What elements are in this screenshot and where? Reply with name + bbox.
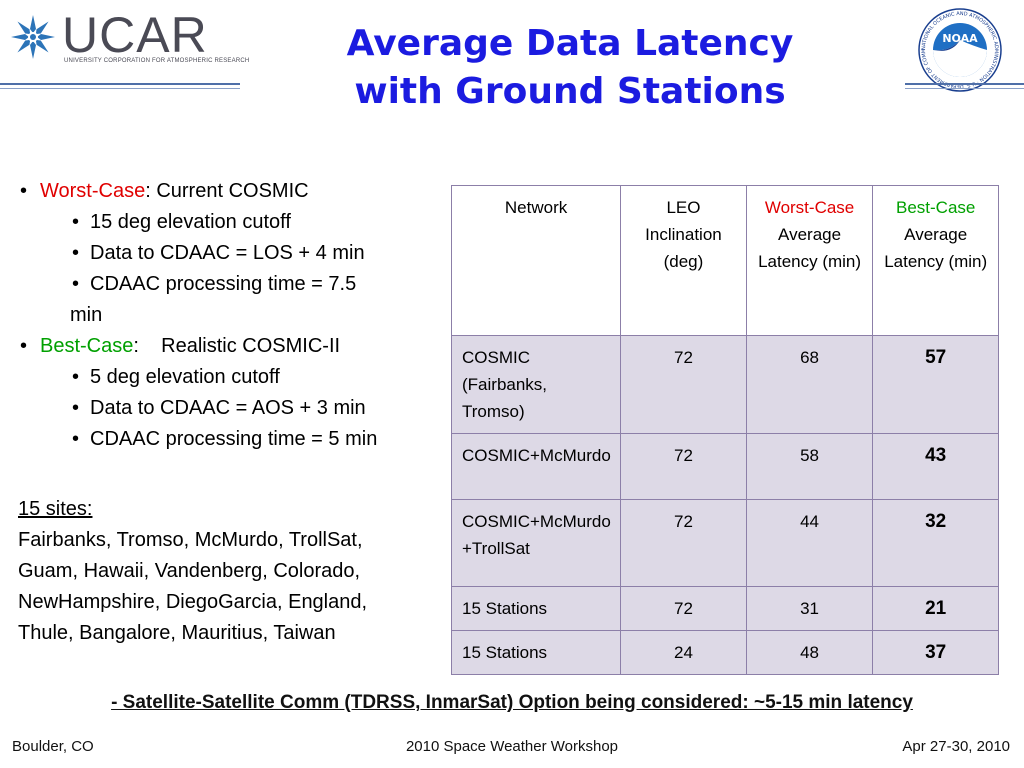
header-rule-right-thin	[905, 88, 1024, 89]
noaa-text: NOAA	[942, 32, 978, 45]
cell-best: 32	[872, 499, 999, 587]
table-row: COSMIC+McMurdo+TrollSat 72 44 32	[450, 499, 999, 587]
table-row: 15 Stations 72 31 21	[450, 586, 999, 631]
sub-bullet: CDAAC processing time = 5 min	[18, 424, 438, 455]
sub-bullet: 15 deg elevation cutoff	[18, 207, 438, 238]
ucar-wordmark: UCAR	[62, 7, 208, 63]
footer-event: 2010 Space Weather Workshop	[405, 738, 619, 755]
slide-title: Average Data Latency with Ground Station…	[280, 20, 860, 116]
cell-best: 57	[872, 335, 999, 434]
title-line-2: with Ground Stations	[354, 71, 786, 112]
cell-inclination: 24	[620, 630, 747, 675]
bullet-best-case: Best-Case: Realistic COSMIC-II	[18, 331, 438, 362]
cell-best: 37	[872, 630, 999, 675]
cell-network: COSMIC+McMurdo	[450, 433, 622, 500]
latency-table: Network LEO Inclination (deg) Worst-Case…	[450, 185, 999, 675]
bullet-list: Worst-Case: Current COSMIC 15 deg elevat…	[18, 176, 438, 455]
header-best-colored: Best-Case	[895, 198, 976, 217]
table-row: COSMIC+McMurdo 72 58 43	[450, 433, 999, 500]
header-inclination: LEO Inclination (deg)	[620, 185, 747, 336]
header-worst-colored: Worst-Case	[764, 198, 855, 217]
header-worst-rest: Average Latency (min)	[758, 225, 862, 271]
noaa-logo-icon: NATIONAL OCEANIC AND ATMOSPHERIC ADMINIS…	[918, 8, 1002, 92]
cell-worst: 31	[745, 586, 874, 631]
cell-best: 43	[872, 433, 999, 500]
cell-inclination: 72	[620, 586, 747, 631]
sub-bullet: 5 deg elevation cutoff	[18, 362, 438, 393]
table-row: COSMIC (Fairbanks, Tromso) 72 68 57	[450, 335, 999, 434]
cell-network: 15 Stations	[450, 586, 622, 631]
header-rule-left-thin	[0, 88, 240, 89]
worst-case-label: Worst-Case	[40, 180, 146, 202]
satellite-note: - Satellite-Satellite Comm (TDRSS, Inmar…	[111, 692, 913, 713]
sites-line: Guam, Hawaii, Vandenberg, Colorado,	[18, 560, 361, 582]
ucar-logo: UCAR UNIVERSITY CORPORATION FOR ATMOSPHE…	[10, 7, 249, 70]
cell-worst: 68	[745, 335, 874, 434]
ucar-subtitle: UNIVERSITY CORPORATION FOR ATMOSPHERIC R…	[64, 58, 250, 64]
sites-block: 15 sites: Fairbanks, Tromso, McMurdo, Tr…	[18, 494, 438, 649]
worst-case-text: : Current COSMIC	[145, 180, 309, 202]
table-row: 15 Stations 24 48 37	[450, 630, 999, 675]
sites-line: Fairbanks, Tromso, McMurdo, TrollSat,	[18, 529, 363, 551]
cell-network: COSMIC+McMurdo+TrollSat	[450, 499, 622, 587]
best-case-label: Best-Case	[40, 335, 134, 357]
sub-bullet: Data to CDAAC = AOS + 3 min	[18, 393, 438, 424]
ucar-star-icon	[11, 15, 55, 59]
cell-worst: 44	[745, 499, 874, 587]
table-header-row: Network LEO Inclination (deg) Worst-Case…	[450, 185, 999, 336]
cell-worst: 58	[745, 433, 874, 500]
header-rule-left	[0, 83, 240, 85]
sites-heading: 15 sites:	[18, 498, 93, 520]
header-network: Network	[450, 185, 622, 336]
cell-inclination: 72	[620, 335, 747, 434]
title-line-1: Average Data Latency	[346, 23, 794, 64]
sub-bullet: Data to CDAAC = LOS + 4 min	[18, 238, 438, 269]
sites-line: Thule, Bangalore, Mauritius, Taiwan	[18, 622, 336, 644]
header-best-rest: Average Latency (min)	[884, 225, 988, 271]
best-case-text: : Realistic COSMIC-II	[133, 335, 341, 357]
cell-worst: 48	[745, 630, 874, 675]
cell-inclination: 72	[620, 433, 747, 500]
cell-network: COSMIC (Fairbanks, Tromso)	[450, 335, 622, 434]
cell-best: 21	[872, 586, 999, 631]
cell-network: 15 Stations	[450, 630, 622, 675]
header-worst-case: Worst-Case Average Latency (min)	[745, 185, 874, 336]
bullet-worst-case: Worst-Case: Current COSMIC	[18, 176, 438, 207]
header-best-case: Best-Case Average Latency (min)	[872, 185, 999, 336]
sub-bullet-continuation: min	[70, 304, 103, 326]
cell-inclination: 72	[620, 499, 747, 587]
footer-date: Apr 27-30, 2010	[902, 738, 1010, 755]
sub-bullet: CDAAC processing time = 7.5	[18, 269, 438, 300]
header-rule-right	[905, 83, 1024, 85]
footer-location: Boulder, CO	[12, 738, 94, 755]
sites-line: NewHampshire, DiegoGarcia, England,	[18, 591, 368, 613]
